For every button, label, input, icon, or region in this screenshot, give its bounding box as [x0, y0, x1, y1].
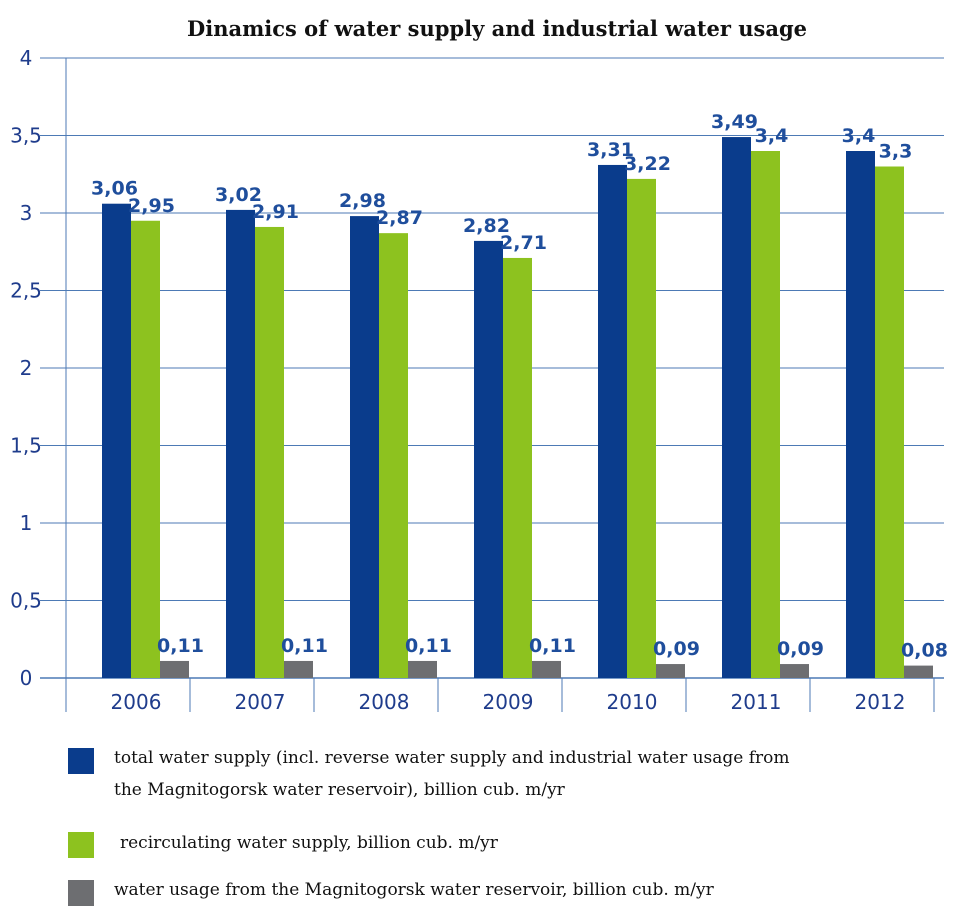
- bar: [350, 216, 379, 678]
- y-tick-label: 1: [20, 511, 33, 535]
- legend-label: total water supply (incl. reverse water …: [114, 748, 790, 768]
- bar: [160, 660, 189, 678]
- data-label: 3,02: [215, 184, 262, 206]
- data-label: 2,91: [252, 201, 299, 223]
- data-label: 3,22: [624, 153, 671, 175]
- legend: total water supply (incl. reverse water …: [68, 748, 790, 906]
- bar: [131, 220, 160, 678]
- data-label: 0,11: [157, 635, 204, 657]
- y-tick-label: 0,5: [10, 589, 42, 613]
- data-labels: 3,06 3,02 2,982,823,313,493,42,95 2,91 2,872…: [91, 111, 948, 662]
- data-label: 2,87: [376, 207, 423, 229]
- bar: [780, 664, 809, 678]
- data-label: 3,4: [755, 125, 789, 147]
- x-tick-label: 2011: [731, 690, 782, 714]
- y-tick-label: 3,5: [10, 124, 42, 148]
- bar: [875, 166, 904, 678]
- bar: [751, 151, 780, 678]
- data-label: 2,82: [463, 215, 510, 237]
- data-label: 0,11: [529, 635, 576, 657]
- y-tick-label: 3: [20, 201, 33, 225]
- bar: [722, 137, 751, 679]
- y-tick-label: 4: [20, 46, 33, 70]
- bar: [102, 203, 131, 678]
- legend-swatch: [68, 832, 94, 858]
- data-label: 0,09: [653, 638, 700, 660]
- bars: [102, 137, 933, 679]
- data-label: 0,11: [281, 635, 328, 657]
- bar: [503, 257, 532, 678]
- data-label: 3,49: [711, 111, 758, 133]
- y-tick-label: 2,5: [10, 279, 42, 303]
- bar: [284, 660, 313, 678]
- bar: [255, 226, 284, 678]
- y-tick-label: 2: [20, 356, 33, 380]
- data-label: 2,95: [128, 195, 175, 217]
- x-tick-label: 2009: [483, 690, 534, 714]
- y-axis: 0 0,5 1 1,5 2 2,5 3 3,5 4: [10, 46, 42, 690]
- legend-label: water usage from the Magnitogorsk water …: [114, 880, 715, 900]
- data-label: 2,98: [339, 190, 386, 212]
- data-label: 0,08: [901, 640, 948, 662]
- y-tick-label: 0: [20, 666, 33, 690]
- x-tick-label: 2012: [855, 690, 906, 714]
- data-label: 3,4: [842, 125, 876, 147]
- x-tick-label: 2010: [607, 690, 658, 714]
- bar: [656, 664, 685, 678]
- data-label: 0,11: [405, 635, 452, 657]
- y-tick-label: 1,5: [10, 434, 42, 458]
- bar: [474, 240, 503, 678]
- x-tick-label: 2007: [235, 690, 286, 714]
- legend-swatch: [68, 880, 94, 906]
- chart-title: Dinamics of water supply and industrial …: [187, 16, 807, 41]
- data-label: 3,06: [91, 178, 138, 200]
- data-label: 2,71: [500, 232, 547, 254]
- bar: [904, 665, 933, 678]
- legend-label: the Magnitogorsk water reservoir), billi…: [114, 780, 566, 800]
- legend-label: recirculating water supply, billion cub.…: [120, 833, 499, 853]
- bar: [627, 178, 656, 678]
- bar: [598, 164, 627, 678]
- data-label: 0,09: [777, 638, 824, 660]
- legend-swatch: [68, 748, 94, 774]
- data-label: 3,31: [587, 139, 634, 161]
- bar: [846, 151, 875, 678]
- bar: [379, 233, 408, 678]
- x-axis: 2006 2007 2008 2009 2010 2011 2012: [111, 690, 906, 714]
- bar: [532, 660, 561, 678]
- bar: [408, 660, 437, 678]
- x-tick-label: 2008: [359, 690, 410, 714]
- bar: [226, 209, 255, 678]
- x-tick-label: 2006: [111, 690, 162, 714]
- data-label: 3,3: [879, 141, 913, 163]
